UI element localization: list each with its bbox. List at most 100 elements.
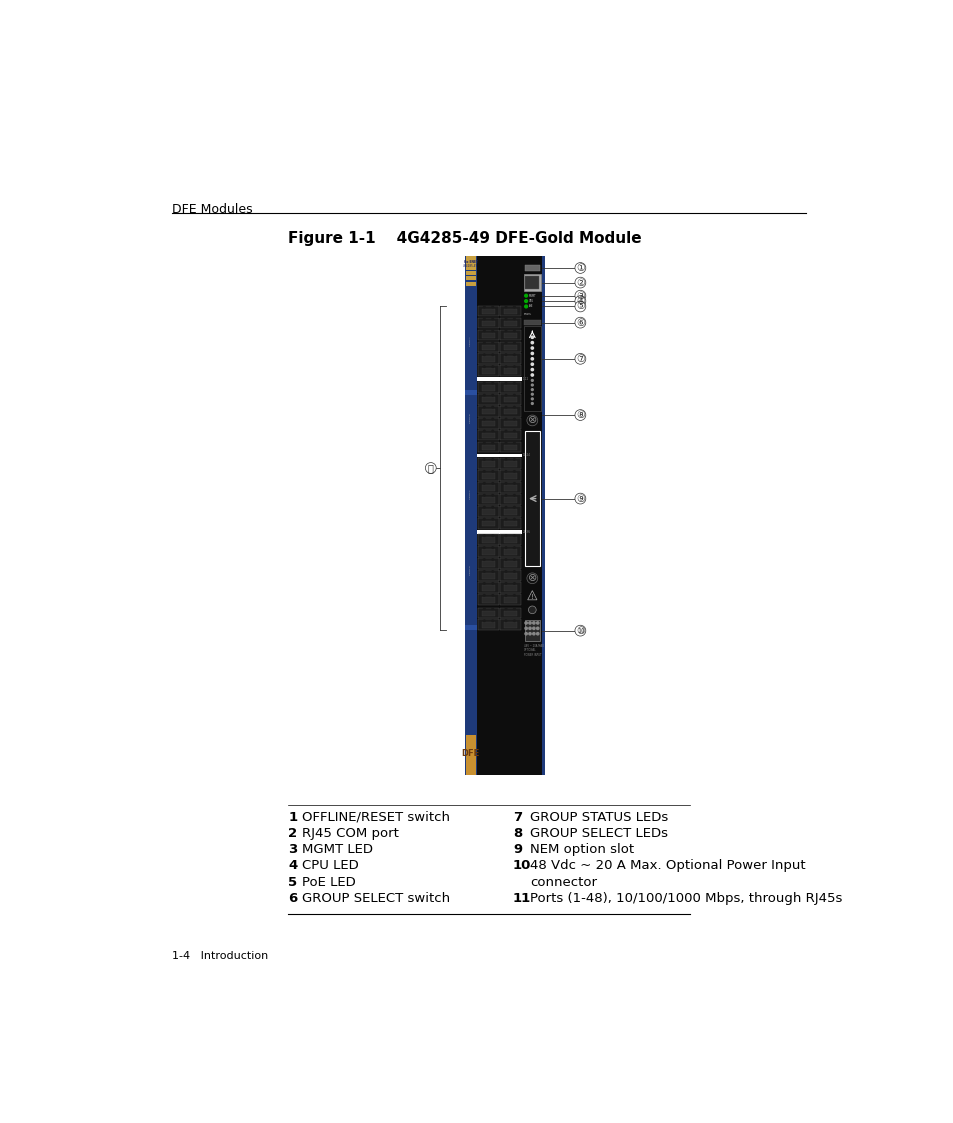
Circle shape — [492, 547, 493, 548]
Bar — [481, 332, 495, 338]
Bar — [465, 734, 476, 775]
Circle shape — [528, 627, 531, 630]
Bar — [477, 546, 498, 557]
Circle shape — [483, 442, 485, 444]
Circle shape — [513, 519, 515, 520]
Circle shape — [513, 394, 515, 396]
Circle shape — [531, 374, 533, 376]
Circle shape — [505, 471, 506, 472]
Bar — [477, 394, 498, 404]
Bar — [499, 518, 520, 529]
Circle shape — [513, 535, 515, 537]
Bar — [481, 473, 495, 478]
Circle shape — [505, 535, 506, 537]
Bar — [499, 546, 520, 557]
Text: Figure 1-1    4G4285-49 DFE-Gold Module: Figure 1-1 4G4285-49 DFE-Gold Module — [288, 231, 641, 246]
Circle shape — [505, 407, 506, 408]
Circle shape — [492, 430, 493, 431]
Circle shape — [483, 559, 485, 560]
Text: GROUP SELECT LEDs: GROUP SELECT LEDs — [530, 827, 667, 840]
Circle shape — [505, 620, 506, 621]
Circle shape — [492, 535, 493, 537]
Circle shape — [483, 394, 485, 396]
Circle shape — [492, 318, 493, 320]
Circle shape — [528, 606, 536, 613]
Text: GROUP C: GROUP C — [470, 490, 471, 499]
Text: ①: ① — [576, 263, 584, 273]
Circle shape — [483, 483, 485, 484]
Text: 7: 7 — [513, 811, 521, 824]
Circle shape — [575, 318, 585, 328]
Text: !: ! — [530, 594, 533, 600]
Circle shape — [513, 458, 515, 460]
Text: 6: 6 — [288, 892, 297, 905]
Text: PoE LED: PoE LED — [302, 876, 355, 888]
Text: ⑧: ⑧ — [576, 410, 584, 420]
Circle shape — [505, 506, 506, 508]
Bar — [503, 321, 517, 327]
Circle shape — [492, 307, 493, 308]
Circle shape — [492, 407, 493, 408]
Text: OFFLINE/RESET switch: OFFLINE/RESET switch — [302, 811, 450, 824]
Bar — [499, 471, 520, 481]
Text: GROUP STATUS LEDs: GROUP STATUS LEDs — [530, 811, 667, 824]
Circle shape — [531, 347, 533, 349]
Circle shape — [505, 608, 506, 610]
Bar — [499, 558, 520, 569]
Text: ④: ④ — [576, 296, 584, 307]
Circle shape — [524, 622, 527, 624]
Circle shape — [505, 547, 506, 548]
Bar — [477, 354, 498, 364]
Bar — [476, 377, 521, 381]
Circle shape — [483, 418, 485, 420]
Text: MGMT LED: MGMT LED — [302, 843, 373, 856]
Text: CPU LED: CPU LED — [302, 859, 358, 873]
Bar — [499, 430, 520, 440]
Circle shape — [492, 583, 493, 584]
Circle shape — [531, 353, 533, 355]
Circle shape — [513, 383, 515, 384]
Bar — [499, 418, 520, 429]
Bar — [481, 345, 495, 350]
Circle shape — [526, 573, 537, 584]
Bar — [481, 309, 495, 314]
Bar — [499, 535, 520, 545]
Bar — [477, 430, 498, 440]
Bar — [503, 421, 517, 427]
Circle shape — [505, 418, 506, 420]
Circle shape — [513, 366, 515, 367]
Bar — [481, 321, 495, 327]
Bar — [476, 454, 521, 457]
Text: MGMT: MGMT — [528, 294, 536, 298]
Circle shape — [483, 570, 485, 573]
Circle shape — [492, 483, 493, 484]
Bar — [523, 320, 540, 325]
Circle shape — [483, 471, 485, 472]
Circle shape — [575, 295, 585, 307]
Text: 4: 4 — [288, 859, 297, 873]
Circle shape — [483, 547, 485, 548]
Text: DFE Modules: DFE Modules — [172, 202, 253, 216]
Circle shape — [528, 622, 531, 624]
Text: RJ45 COM port: RJ45 COM port — [302, 827, 398, 840]
Circle shape — [513, 583, 515, 584]
Bar — [503, 385, 517, 391]
Bar — [524, 620, 539, 641]
Bar — [477, 482, 498, 493]
Circle shape — [531, 363, 533, 365]
Bar — [499, 494, 520, 504]
Circle shape — [513, 343, 515, 344]
Bar — [499, 318, 520, 328]
Circle shape — [483, 506, 485, 508]
Bar — [477, 458, 498, 469]
Circle shape — [505, 483, 506, 484]
Circle shape — [513, 494, 515, 496]
Bar — [465, 256, 476, 271]
Circle shape — [483, 383, 485, 384]
Text: GROUP
SELECT: GROUP SELECT — [523, 312, 532, 314]
Circle shape — [513, 594, 515, 596]
Bar — [481, 597, 495, 603]
Circle shape — [492, 383, 493, 384]
Circle shape — [505, 442, 506, 444]
Circle shape — [483, 583, 485, 584]
